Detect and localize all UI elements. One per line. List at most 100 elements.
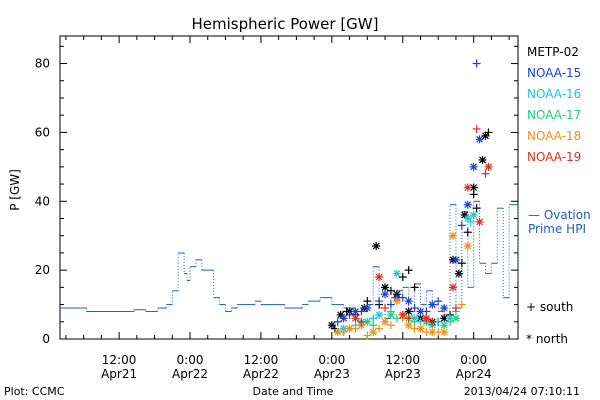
north-marker bbox=[404, 321, 413, 330]
plot-source: Plot: CCMC bbox=[4, 385, 65, 398]
south-marker bbox=[375, 324, 384, 333]
south-marker bbox=[381, 304, 390, 313]
y-tick-label: 80 bbox=[35, 57, 50, 71]
south-marker bbox=[472, 124, 481, 133]
north-marker bbox=[381, 290, 390, 299]
south-marker bbox=[472, 204, 481, 213]
x-tick-sublabel: Apr21 bbox=[101, 367, 137, 381]
south-marker bbox=[369, 321, 378, 330]
south-marker bbox=[369, 314, 378, 323]
plot-timestamp: 2013/04/24 07:10:11 bbox=[464, 385, 580, 398]
south-marker bbox=[457, 300, 466, 309]
north-marker bbox=[392, 269, 401, 278]
south-marker bbox=[375, 297, 384, 306]
y-tick-label: 40 bbox=[35, 194, 50, 208]
legend-entry: NOAA-19 bbox=[527, 150, 581, 164]
legend: METP-02 NOAA-15 NOAA-16 NOAA-17 NOAA-18 NOAA-… bbox=[527, 45, 581, 164]
x-tick-sublabel: Apr23 bbox=[314, 367, 350, 381]
south-marker bbox=[472, 59, 481, 68]
x-tick-label: 12:00 bbox=[385, 353, 420, 367]
north-marker bbox=[345, 324, 354, 333]
legend-entry: NOAA-16 bbox=[527, 87, 581, 101]
north-marker bbox=[451, 255, 460, 264]
north-marker bbox=[404, 297, 413, 306]
x-tick-label: 0:00 bbox=[177, 353, 204, 367]
x-axis: 12:00Apr210:00Apr2212:00Apr220:00Apr2312… bbox=[65, 36, 510, 381]
south-marker bbox=[398, 273, 407, 282]
x-axis-label: Date and Time bbox=[253, 385, 334, 398]
north-marker bbox=[363, 317, 372, 326]
south-marker bbox=[386, 321, 395, 330]
x-tick-label: 0:00 bbox=[318, 353, 345, 367]
north-marker-legend: * north bbox=[526, 332, 568, 346]
x-tick-sublabel: Apr24 bbox=[456, 367, 492, 381]
north-marker bbox=[375, 273, 384, 282]
south-marker bbox=[469, 190, 478, 199]
south-marker bbox=[446, 317, 455, 326]
south-marker bbox=[404, 266, 413, 275]
legend-entry: NOAA-15 bbox=[527, 66, 581, 80]
north-marker bbox=[454, 269, 463, 278]
north-marker bbox=[448, 283, 457, 292]
north-marker bbox=[463, 214, 472, 223]
north-marker bbox=[386, 310, 395, 319]
chart-title: Hemispheric Power [GW] bbox=[192, 15, 379, 33]
north-marker bbox=[448, 231, 457, 240]
north-marker bbox=[333, 328, 342, 337]
north-marker bbox=[469, 211, 478, 220]
north-marker bbox=[451, 314, 460, 323]
south-marker bbox=[410, 283, 419, 292]
north-marker bbox=[463, 200, 472, 209]
north-marker bbox=[440, 304, 449, 313]
south-marker bbox=[463, 228, 472, 237]
south-marker-legend: + south bbox=[526, 300, 573, 314]
y-tick-label: 20 bbox=[35, 263, 50, 277]
x-tick-label: 12:00 bbox=[102, 353, 137, 367]
north-marker bbox=[375, 310, 384, 319]
north-marker bbox=[404, 307, 413, 316]
north-marker bbox=[351, 314, 360, 323]
south-marker bbox=[363, 297, 372, 306]
south-marker bbox=[333, 317, 342, 326]
north-marker bbox=[339, 314, 348, 323]
north-marker bbox=[484, 162, 493, 171]
north-marker bbox=[327, 321, 336, 330]
north-marker bbox=[440, 321, 449, 330]
y-axis-label: P [GW] bbox=[8, 169, 22, 211]
north-marker bbox=[469, 162, 478, 171]
x-tick-sublabel: Apr22 bbox=[243, 367, 279, 381]
north-marker bbox=[392, 297, 401, 306]
ovation-legend-line1: — Ovation bbox=[528, 208, 591, 222]
south-marker bbox=[457, 259, 466, 268]
plot-frame bbox=[59, 35, 519, 340]
north-marker bbox=[440, 328, 449, 337]
legend-entry: NOAA-17 bbox=[527, 108, 581, 122]
north-marker bbox=[428, 328, 437, 337]
ovation-legend-line2: Prime HPI bbox=[528, 222, 586, 236]
north-marker bbox=[363, 304, 372, 313]
south-marker bbox=[410, 304, 419, 313]
north-marker bbox=[398, 310, 407, 319]
satellite-markers bbox=[327, 59, 493, 340]
north-marker bbox=[422, 314, 431, 323]
legend-entry: METP-02 bbox=[527, 45, 579, 59]
south-marker bbox=[404, 314, 413, 323]
north-marker bbox=[428, 300, 437, 309]
y-tick-label: 60 bbox=[35, 125, 50, 139]
south-marker bbox=[457, 221, 466, 230]
south-marker bbox=[386, 286, 395, 295]
y-axis: 0 20 40 60 80 bbox=[35, 45, 518, 346]
north-marker bbox=[369, 328, 378, 337]
north-marker bbox=[381, 283, 390, 292]
x-tick-sublabel: Apr23 bbox=[385, 367, 421, 381]
south-marker bbox=[428, 317, 437, 326]
north-marker bbox=[372, 242, 381, 251]
south-marker bbox=[481, 169, 490, 178]
south-marker bbox=[386, 300, 395, 309]
north-marker bbox=[475, 135, 484, 144]
south-marker bbox=[451, 304, 460, 313]
north-marker bbox=[416, 324, 425, 333]
south-marker bbox=[357, 317, 366, 326]
